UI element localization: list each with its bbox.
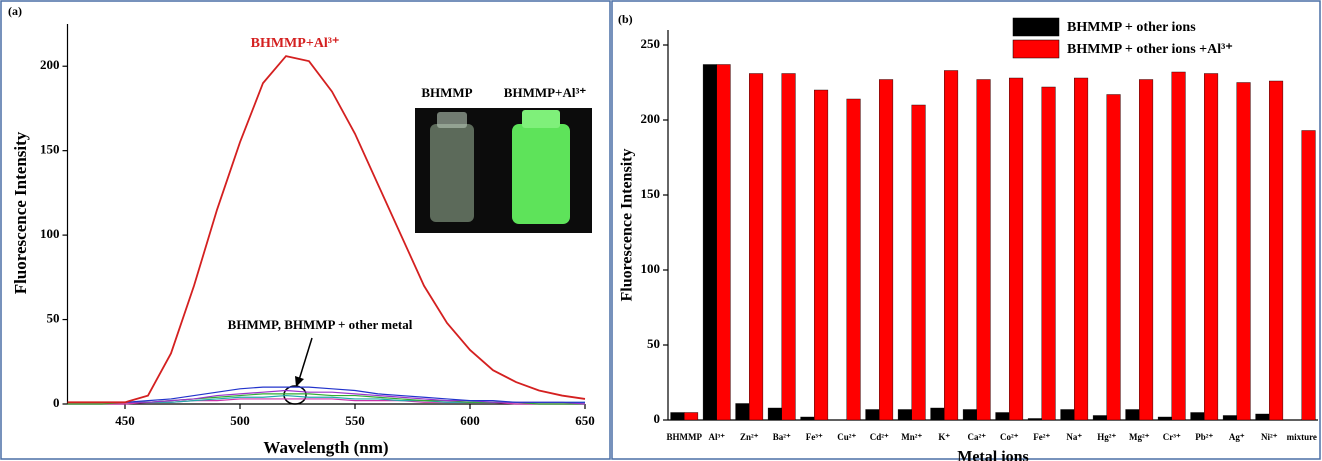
bar <box>962 409 977 421</box>
inset-label: BHMMP <box>421 85 472 100</box>
legend-swatch <box>1012 39 1060 59</box>
x-tick-label: Na⁺ <box>1066 432 1082 442</box>
legend-swatch <box>1012 17 1060 37</box>
y-tick-label: 150 <box>641 186 661 201</box>
bar <box>767 407 782 421</box>
legend-label: BHMMP + other ions <box>1067 20 1196 35</box>
annotation-circle <box>283 385 307 405</box>
x-tick-label: Pb²⁺ <box>1195 432 1213 442</box>
bar <box>1139 79 1154 421</box>
x-tick-label: Zn²⁺ <box>740 432 759 442</box>
x-tick-label: mixture <box>1287 432 1317 442</box>
spectrum-line <box>67 389 586 405</box>
spectrum-line <box>67 386 585 403</box>
bar <box>1301 130 1316 421</box>
x-axis-label: Wavelength (nm) <box>263 438 388 457</box>
bar <box>1222 415 1237 421</box>
bar <box>865 409 880 421</box>
y-tick-label: 0 <box>654 411 661 426</box>
bar <box>1041 86 1056 421</box>
y-tick-label: 0 <box>53 395 60 410</box>
x-tick-label: Ba²⁺ <box>773 432 791 442</box>
y-tick-label: 200 <box>641 111 661 126</box>
bar <box>1074 77 1089 421</box>
bar <box>1190 412 1205 421</box>
bar <box>1125 409 1140 421</box>
x-tick-label: 650 <box>575 413 595 428</box>
bar <box>976 79 991 421</box>
y-tick-label: 100 <box>40 226 60 241</box>
bar <box>1171 71 1186 421</box>
bar <box>846 98 861 421</box>
x-tick-label: Ca²⁺ <box>968 432 987 442</box>
bar <box>995 412 1010 421</box>
bar <box>684 412 699 421</box>
bar <box>1009 77 1024 421</box>
panel-border <box>611 0 1321 460</box>
x-tick-label: Mg²⁺ <box>1129 432 1150 442</box>
panel-label: (b) <box>618 12 633 26</box>
x-tick-label: Al³⁺ <box>709 432 726 442</box>
bar <box>1027 418 1042 421</box>
bar <box>749 73 764 421</box>
spectrum-line <box>67 55 586 404</box>
peak-annotation: BHMMP+Al³⁺ <box>251 36 340 51</box>
inset-label: BHMMP+Al³⁺ <box>504 85 587 100</box>
bar <box>800 416 815 421</box>
x-tick-label: BHMMP <box>667 432 703 442</box>
bar <box>1204 73 1219 421</box>
bar <box>814 89 829 421</box>
bar <box>716 64 731 421</box>
bar <box>670 412 685 421</box>
bar <box>1157 416 1172 421</box>
y-axis-label: Fluorescence Intensity <box>11 131 30 294</box>
bar <box>911 104 926 421</box>
x-tick-label: Fe³⁺ <box>806 432 823 442</box>
y-tick-label: 50 <box>647 336 660 351</box>
x-tick-label: Cr³⁺ <box>1163 432 1181 442</box>
x-tick-label: Ni²⁺ <box>1261 432 1278 442</box>
bar <box>1060 409 1075 421</box>
annotation-arrow <box>298 337 313 381</box>
x-tick-label: Co²⁺ <box>1000 432 1019 442</box>
x-tick-label: Mn²⁺ <box>901 432 922 442</box>
inset-photo <box>415 108 592 233</box>
bar <box>879 79 894 421</box>
x-tick-label: Cd²⁺ <box>870 432 889 442</box>
x-tick-label: Ag⁺ <box>1229 432 1245 442</box>
y-tick-label: 100 <box>641 261 661 276</box>
x-tick-label: 550 <box>345 413 365 428</box>
y-tick-label: 200 <box>40 57 60 72</box>
x-tick-label: 600 <box>460 413 480 428</box>
x-tick-label: K⁺ <box>938 432 950 442</box>
x-tick-label: Hg²⁺ <box>1097 432 1116 442</box>
bar <box>897 409 912 421</box>
y-tick-label: 50 <box>47 311 60 326</box>
baseline-annotation: BHMMP, BHMMP + other metal <box>228 317 413 332</box>
bar <box>944 70 959 421</box>
bar <box>1269 80 1284 421</box>
legend-label: BHMMP + other ions +Al³⁺ <box>1067 42 1233 57</box>
bar <box>781 73 796 421</box>
y-tick-label: 250 <box>641 36 661 51</box>
bar <box>930 407 945 421</box>
bar <box>1236 82 1251 421</box>
bar <box>735 403 750 421</box>
y-axis-label: Fluorescence Intensity <box>619 148 636 301</box>
panel-border <box>0 0 611 460</box>
x-tick-label: Fe²⁺ <box>1033 432 1050 442</box>
x-tick-label: 450 <box>115 413 135 428</box>
panel-label: (a) <box>8 4 22 18</box>
bar <box>1092 415 1107 421</box>
x-axis-label: Metal ions <box>957 449 1029 461</box>
bar <box>702 64 717 421</box>
x-tick-label: 500 <box>230 413 250 428</box>
bar <box>1106 94 1121 421</box>
arrow-head <box>295 376 304 387</box>
bar <box>1255 413 1270 421</box>
x-tick-label: Cu²⁺ <box>837 432 856 442</box>
y-tick-label: 150 <box>40 142 60 157</box>
